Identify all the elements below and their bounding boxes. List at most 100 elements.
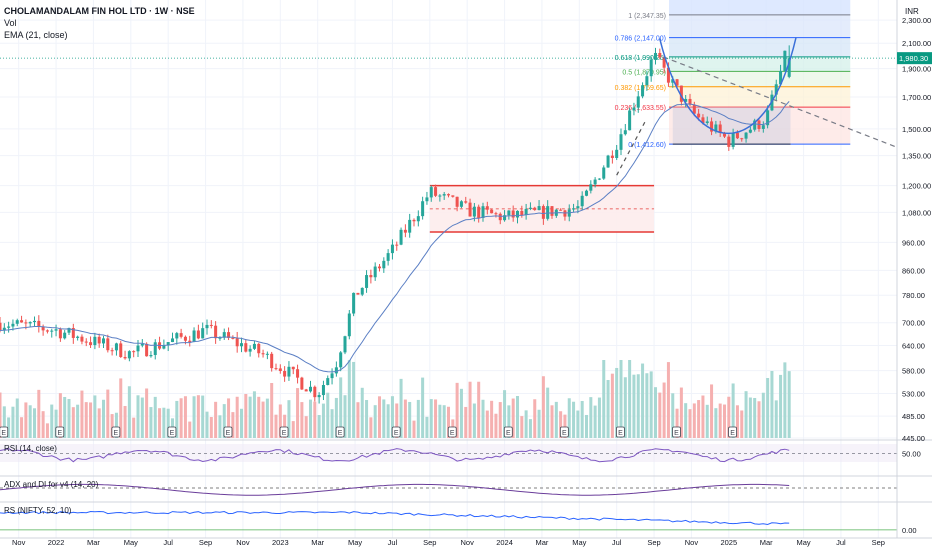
volume-bar bbox=[653, 387, 658, 438]
candle-body bbox=[196, 330, 200, 339]
volume-bar bbox=[468, 381, 472, 438]
volume-bar bbox=[515, 395, 520, 438]
candle-body bbox=[503, 215, 507, 221]
volume-bar bbox=[132, 417, 136, 438]
candle-body bbox=[132, 351, 136, 353]
candle-body bbox=[679, 85, 683, 102]
earnings-marker-label: E bbox=[450, 430, 455, 437]
volume-bar bbox=[554, 401, 558, 438]
volume-bar bbox=[438, 404, 442, 438]
volume-bar bbox=[615, 367, 619, 438]
volume-bar bbox=[239, 408, 244, 438]
cup-curve bbox=[658, 37, 797, 134]
candle-body bbox=[58, 329, 62, 339]
candle-body bbox=[214, 325, 218, 339]
currency-label: INR bbox=[905, 7, 919, 16]
volume-bar bbox=[339, 377, 343, 438]
fib-zone bbox=[669, 14, 851, 38]
volume-bar bbox=[166, 408, 170, 438]
candle-body bbox=[110, 350, 114, 352]
volume-bar bbox=[58, 393, 62, 438]
earnings-marker-label: E bbox=[618, 430, 623, 437]
volume-bar bbox=[32, 408, 37, 438]
earnings-marker-label: E bbox=[394, 430, 399, 437]
price-tick-label: 530.00 bbox=[902, 390, 925, 399]
volume-bar bbox=[119, 378, 123, 438]
price-tick-label: 2,100.00 bbox=[902, 39, 931, 48]
candle-body bbox=[748, 129, 752, 133]
candle-body bbox=[692, 104, 696, 114]
ema-line bbox=[0, 101, 790, 373]
volume-bar bbox=[390, 396, 394, 438]
volume-bar bbox=[485, 410, 489, 438]
candle-body bbox=[334, 367, 338, 374]
time-tick-label: May bbox=[796, 538, 810, 547]
volume-bar bbox=[744, 391, 748, 438]
volume-bar bbox=[110, 414, 114, 438]
earnings-marker-label: E bbox=[674, 430, 679, 437]
time-tick-label: May bbox=[124, 538, 138, 547]
candle-body bbox=[507, 210, 511, 216]
volume-bar bbox=[304, 416, 308, 438]
volume-bar bbox=[537, 409, 541, 438]
volume-bar bbox=[317, 415, 321, 438]
candle-body bbox=[265, 353, 269, 355]
candle-body bbox=[666, 67, 670, 83]
earnings-marker-label: E bbox=[170, 430, 175, 437]
candle-body bbox=[684, 98, 688, 102]
candle-body bbox=[559, 209, 563, 211]
candle-body bbox=[671, 79, 675, 83]
price-tick-label: 580.00 bbox=[902, 367, 925, 376]
volume-bar bbox=[666, 362, 670, 438]
candle-body bbox=[477, 206, 481, 218]
candle-body bbox=[179, 333, 183, 337]
volume-bar bbox=[248, 396, 252, 438]
volume-bar bbox=[662, 382, 666, 438]
candle-body bbox=[54, 329, 58, 331]
volume-bar bbox=[434, 399, 438, 438]
candle-body bbox=[619, 134, 623, 150]
volume-bar bbox=[787, 371, 791, 438]
candle-body bbox=[32, 320, 37, 323]
volume-bar bbox=[472, 403, 476, 438]
volume-bar bbox=[774, 400, 778, 438]
candle-body bbox=[537, 206, 541, 211]
earnings-marker bbox=[503, 426, 513, 438]
candle-body bbox=[774, 84, 778, 95]
candle-body bbox=[183, 336, 187, 341]
price-tick-label: 640.00 bbox=[902, 342, 925, 351]
candle-body bbox=[761, 125, 765, 129]
volume-bar bbox=[442, 405, 446, 438]
price-tick-label: 960.00 bbox=[902, 238, 925, 247]
volume-bar bbox=[76, 404, 80, 438]
candle-body bbox=[434, 187, 438, 196]
candle-body bbox=[390, 244, 394, 254]
volume-bar bbox=[7, 417, 11, 438]
volume-bar bbox=[326, 392, 330, 438]
volume-bar bbox=[710, 384, 714, 438]
candle-body bbox=[399, 229, 403, 245]
volume-bar bbox=[524, 410, 528, 438]
volume-bar bbox=[84, 402, 88, 438]
earnings-marker bbox=[167, 426, 177, 438]
earnings-marker-label: E bbox=[562, 430, 567, 437]
volume-bar bbox=[714, 408, 718, 438]
candle-body bbox=[524, 208, 528, 215]
volume-bar bbox=[352, 361, 356, 438]
volume-bar bbox=[313, 401, 317, 438]
earnings-marker-label: E bbox=[730, 430, 735, 437]
earnings-marker bbox=[559, 426, 569, 438]
time-tick-label: Sep bbox=[423, 538, 436, 547]
candle-body bbox=[287, 366, 291, 377]
candle-body bbox=[382, 260, 386, 269]
candle-body bbox=[386, 253, 390, 261]
volume-bar bbox=[399, 378, 403, 438]
candle-body bbox=[377, 266, 382, 269]
volume-bar bbox=[567, 398, 571, 438]
candle-body bbox=[753, 120, 757, 130]
volume-bar bbox=[597, 397, 601, 438]
candle-body bbox=[446, 194, 451, 196]
volume-bar bbox=[183, 396, 187, 438]
